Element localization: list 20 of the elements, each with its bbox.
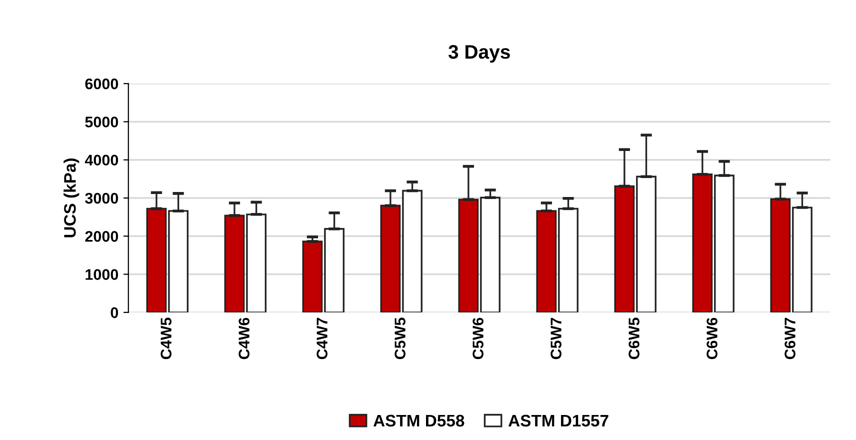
legend-label: ASTM D1557 [508,414,608,427]
x-tick-label: C6W5 [628,318,640,360]
x-tick-label: C5W5 [394,318,406,360]
legend-label: ASTM D558 [373,414,464,427]
x-tick-label: C6W7 [784,318,796,360]
x-tick-label: C4W7 [316,318,328,360]
y-tick-label: 1000 [86,269,118,280]
chart-title: 3 Days [448,45,510,63]
y-tick-label: 6000 [85,78,118,90]
y-tick-label: 4000 [84,154,118,166]
x-tick-label: C6W6 [706,318,718,360]
x-tick-label: C4W5 [160,318,172,360]
x-tick-label: C5W6 [472,318,484,360]
y-tick-label: 5000 [85,116,118,128]
y-tick-label: 2000 [85,231,118,242]
x-tick-label: C4W6 [238,318,250,360]
y-tick-label: 0 [110,307,118,318]
x-tick-label: C5W7 [550,318,562,360]
y-axis-title: UCS (kPa) [64,158,80,238]
y-tick-label: 3000 [85,192,118,204]
